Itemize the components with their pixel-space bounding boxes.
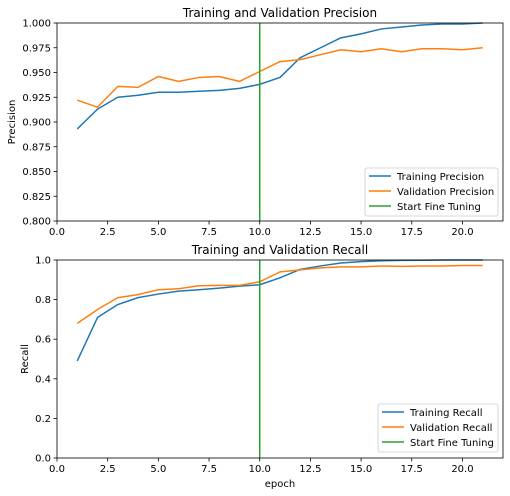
y-tick-label: 0.0 xyxy=(35,454,51,465)
x-tick-label: 2.5 xyxy=(100,227,116,238)
y-tick-label: 0.2 xyxy=(35,414,51,425)
y-tick-label: 0.875 xyxy=(22,142,51,153)
legend-label-validation-recall: Validation Recall xyxy=(410,423,492,434)
y-tick-label: 0.950 xyxy=(22,68,51,79)
y-axis-label: Precision xyxy=(7,100,18,145)
precision-chart: Training and Validation Precision Precis… xyxy=(7,6,504,238)
y-tick-label: 0.900 xyxy=(22,118,51,129)
y-tick-label: 0.6 xyxy=(35,335,51,346)
y-ticks: 0.800 0.825 0.850 0.875 0.900 0.925 0.950 0.975… xyxy=(22,19,57,228)
legend-label-start-fine-tuning: Start Fine Tuning xyxy=(410,438,494,449)
x-tick-label: 5.0 xyxy=(150,464,166,475)
legend-label-start-fine-tuning: Start Fine Tuning xyxy=(397,202,481,213)
x-tick-label: 20.0 xyxy=(451,227,473,238)
legend-label-validation-precision: Validation Precision xyxy=(397,187,494,198)
plot-lines xyxy=(76,22,483,221)
x-axis-label: epoch xyxy=(265,479,295,490)
x-tick-label: 12.5 xyxy=(299,227,321,238)
y-axis-label: Recall xyxy=(20,344,31,374)
legend-label-training-recall: Training Recall xyxy=(409,408,482,419)
series-line-training-recall xyxy=(76,259,483,362)
series-line-training-precision xyxy=(76,22,483,130)
x-tick-label: 12.5 xyxy=(299,464,321,475)
series-line-validation-recall xyxy=(76,264,483,324)
x-tick-label: 15.0 xyxy=(350,464,372,475)
x-tick-label: 10.0 xyxy=(249,227,271,238)
y-tick-label: 0.975 xyxy=(22,43,51,54)
legend-box xyxy=(377,403,499,453)
x-tick-label: 17.5 xyxy=(401,227,423,238)
x-tick-label: 7.5 xyxy=(201,464,217,475)
x-ticks: 0.0 2.5 5.0 7.5 10.0 12.5 15.0 17.5 20.0 xyxy=(49,458,474,475)
x-tick-label: 20.0 xyxy=(451,464,473,475)
legend-label-training-precision: Training Precision xyxy=(396,172,484,183)
recall-chart: Training and Validation Recall Recall ep… xyxy=(20,243,504,490)
chart-title: Training and Validation Recall xyxy=(191,243,368,257)
y-tick-label: 1.0 xyxy=(35,256,51,267)
series-line-validation-precision xyxy=(77,47,483,108)
y-tick-label: 0.800 xyxy=(22,217,51,228)
legend-box xyxy=(364,167,499,217)
y-tick-label: 1.000 xyxy=(22,19,51,30)
x-ticks: 0.0 2.5 5.0 7.5 10.0 12.5 15.0 17.5 20.0 xyxy=(49,221,474,238)
plot-frame xyxy=(56,259,504,459)
chart-title: Training and Validation Precision xyxy=(182,6,377,20)
x-tick-label: 2.5 xyxy=(100,464,116,475)
x-tick-label: 7.5 xyxy=(201,227,217,238)
plot-frame xyxy=(56,22,504,222)
y-tick-label: 0.4 xyxy=(35,374,51,385)
y-tick-label: 0.850 xyxy=(22,167,51,178)
legend: Training Precision Validation Precision … xyxy=(364,167,499,217)
x-tick-label: 17.5 xyxy=(401,464,423,475)
x-tick-label: 10.0 xyxy=(249,464,271,475)
legend: Training Recall Validation Recall Start … xyxy=(377,403,499,453)
x-tick-label: 5.0 xyxy=(150,227,166,238)
x-tick-label: 0.0 xyxy=(49,227,65,238)
x-tick-label: 0.0 xyxy=(49,464,65,475)
y-tick-label: 0.825 xyxy=(22,192,51,203)
y-ticks: 0.0 0.2 0.4 0.6 0.8 1.0 xyxy=(35,256,57,465)
y-tick-label: 0.8 xyxy=(35,295,51,306)
y-tick-label: 0.925 xyxy=(22,93,51,104)
x-tick-label: 15.0 xyxy=(350,227,372,238)
